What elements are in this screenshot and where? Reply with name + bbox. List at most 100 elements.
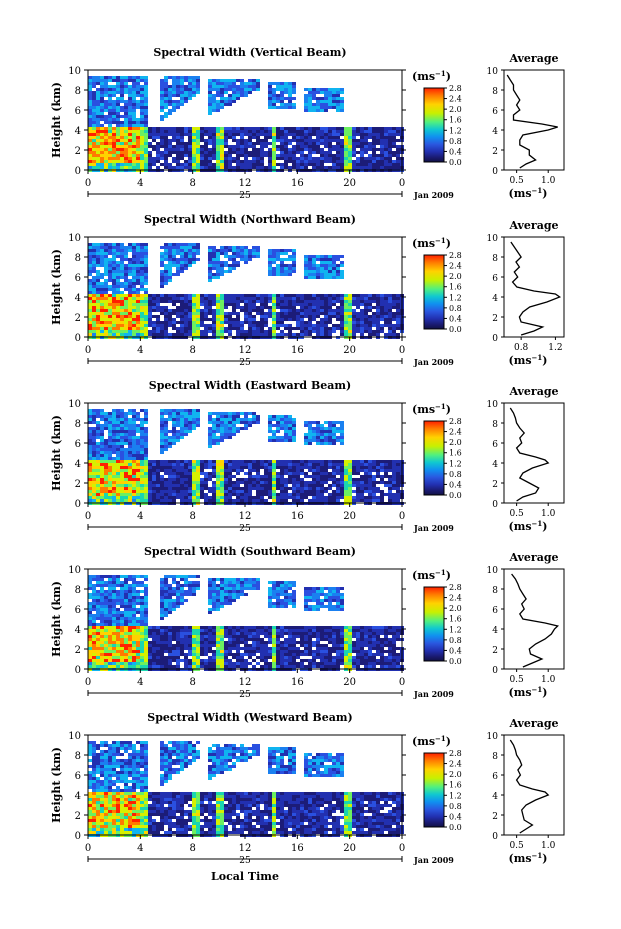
date-month-label: Jan 2009 (413, 357, 454, 367)
colorbar-tick-label: 1.2 (449, 293, 462, 302)
average-title: Average (508, 385, 558, 398)
y-tick-label: 0 (75, 499, 81, 510)
y-tick-label: 10 (68, 565, 81, 576)
average-y-tick-label: 10 (487, 234, 499, 244)
average-profile-line (510, 241, 562, 336)
average-title: Average (508, 52, 558, 65)
average-frame (503, 236, 565, 338)
x-tick-label: 8 (189, 843, 195, 854)
date-day-label: 25 (239, 358, 251, 368)
x-tick-label: 20 (343, 843, 356, 854)
colorbar-tick-label: 2.0 (449, 105, 462, 114)
average-x-tick-label: 1.2 (548, 343, 562, 353)
colorbar (423, 254, 445, 330)
colorbar (423, 87, 445, 163)
colorbar-tick-label: 1.2 (449, 791, 462, 800)
date-month-label: Jan 2009 (413, 523, 454, 533)
x-tick-label: 12 (239, 511, 252, 522)
y-tick-label: 0 (75, 665, 81, 676)
x-tick-label: 16 (291, 677, 304, 688)
y-tick-label: 0 (75, 831, 81, 842)
x-tick-label: 4 (137, 178, 143, 189)
panel-3: Spectral Width (Southward Beam) 0 2 4 6 8 10 He… (50, 545, 565, 700)
y-tick-label: 8 (75, 86, 81, 97)
average-unit: (ms−1) (508, 186, 547, 200)
colorbar-tick-label: 2.8 (449, 84, 462, 93)
average-y-tick-label: 8 (492, 420, 498, 430)
colorbar-tick-label: 2.4 (449, 760, 462, 769)
average-frame (503, 402, 565, 504)
average-y-tick-label: 6 (492, 274, 498, 284)
x-tick-label: 20 (343, 677, 356, 688)
colorbar-tick-label: 0.4 (449, 812, 462, 821)
y-tick-label: 0 (75, 333, 81, 344)
colorbar-unit: (ms−1) (412, 69, 451, 83)
colorbar-tick-label: 1.6 (449, 283, 462, 292)
colorbar-unit: (ms−1) (412, 734, 451, 748)
colorbar-tick-label: 0.4 (449, 314, 462, 323)
y-tick-label: 10 (68, 731, 81, 742)
date-month-label: Jan 2009 (413, 855, 454, 865)
y-tick-label: 10 (68, 66, 81, 77)
colorbar-tick-label: 0.8 (449, 636, 462, 645)
x-tick-label: 0 (85, 178, 91, 189)
average-title: Average (508, 219, 558, 232)
colorbar-tick-label: 0.0 (449, 657, 462, 666)
y-tick-label: 10 (68, 399, 81, 410)
y-tick-label: 10 (68, 233, 81, 244)
x-tick-label: 12 (239, 677, 252, 688)
heatmap-field (88, 575, 404, 671)
x-tick-label: 12 (239, 178, 252, 189)
average-y-tick-label: 0 (492, 334, 498, 344)
colorbar-tick-label: 2.0 (449, 604, 462, 613)
y-tick-label: 8 (75, 419, 81, 430)
date-month-label: Jan 2009 (413, 689, 454, 699)
panel-0: Spectral Width (Vertical Beam) 0 2 4 6 8 10 Hei… (50, 46, 565, 201)
x-tick-label: 4 (137, 843, 143, 854)
date-month-label: Jan 2009 (413, 190, 454, 200)
average-unit: (ms−1) (508, 519, 547, 533)
date-day-label: 25 (239, 191, 251, 201)
average-title: Average (508, 551, 558, 564)
average-y-tick-label: 4 (492, 460, 498, 470)
average-y-tick-label: 10 (487, 67, 499, 77)
colorbar-tick-label: 2.0 (449, 272, 462, 281)
y-tick-label: 6 (75, 439, 81, 450)
colorbar-tick-label: 0.0 (449, 158, 462, 167)
average-y-tick-label: 0 (492, 500, 498, 510)
x-tick-label: 0 (399, 511, 405, 522)
x-tick-label: 16 (291, 345, 304, 356)
colorbar-tick-label: 0.8 (449, 304, 462, 313)
colorbar-tick-label: 0.0 (449, 325, 462, 334)
heatmap-field (88, 76, 404, 172)
average-y-tick-label: 8 (492, 87, 498, 97)
x-tick-label: 8 (189, 677, 195, 688)
colorbar-tick-label: 1.6 (449, 781, 462, 790)
colorbar-tick-label: 0.4 (449, 480, 462, 489)
y-tick-label: 4 (75, 459, 81, 470)
x-tick-label: 0 (85, 677, 91, 688)
heatmap-field (88, 741, 404, 837)
average-y-tick-label: 8 (492, 752, 498, 762)
average-y-tick-label: 4 (492, 792, 498, 802)
colorbar-tick-label: 1.2 (449, 625, 462, 634)
y-axis-label: Height (km) (50, 581, 63, 657)
average-unit: (ms−1) (508, 353, 547, 367)
panel-title: Spectral Width (Southward Beam) (144, 545, 356, 558)
y-tick-label: 6 (75, 771, 81, 782)
colorbar (423, 752, 445, 828)
colorbar-tick-label: 2.8 (449, 583, 462, 592)
x-tick-label: 16 (291, 511, 304, 522)
y-tick-label: 2 (75, 313, 81, 324)
average-title: Average (508, 717, 558, 730)
colorbar-tick-label: 0.0 (449, 491, 462, 500)
panel-2: Spectral Width (Eastward Beam) 0 2 4 6 8 10 Hei… (50, 379, 565, 534)
colorbar-tick-label: 2.8 (449, 417, 462, 426)
colorbar-tick-label: 2.0 (449, 770, 462, 779)
colorbar-tick-label: 0.4 (449, 147, 462, 156)
average-y-tick-label: 4 (492, 626, 498, 636)
x-tick-label: 12 (239, 843, 252, 854)
x-tick-label: 0 (85, 511, 91, 522)
colorbar-tick-label: 2.4 (449, 428, 462, 437)
x-tick-label: 0 (399, 843, 405, 854)
